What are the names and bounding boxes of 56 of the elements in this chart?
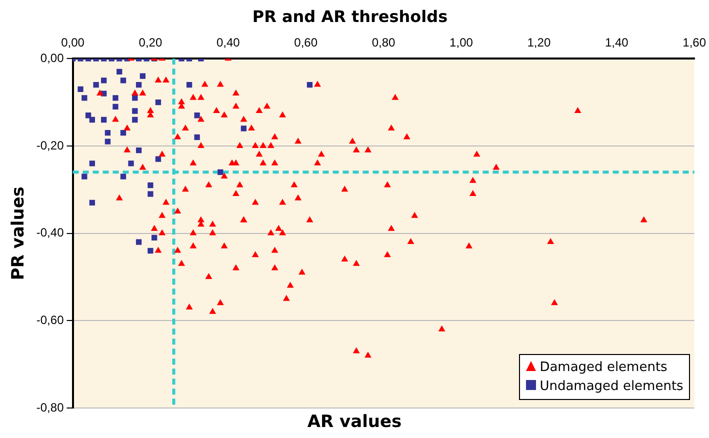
- y-axis-title: PR values: [8, 186, 29, 280]
- y-tick-label: -0,80: [36, 400, 64, 414]
- point: [132, 108, 138, 114]
- y-tick-label: -0,40: [36, 226, 64, 240]
- x-tick-label: 0,80: [372, 36, 396, 50]
- point: [136, 147, 142, 154]
- legend-label: Undamaged elements: [540, 379, 684, 394]
- point: [104, 130, 111, 136]
- point: [89, 116, 96, 123]
- point: [101, 78, 107, 84]
- x-tick-label: 0,20: [138, 36, 162, 50]
- y-tick-label: 0,00: [40, 50, 64, 65]
- point: [112, 95, 118, 101]
- point: [186, 82, 192, 88]
- x-tick-label: 1,00: [450, 36, 474, 50]
- x-tick-label: 1,40: [604, 36, 629, 50]
- point: [89, 160, 96, 166]
- point: [155, 156, 162, 162]
- point: [120, 78, 126, 84]
- point: [101, 116, 107, 123]
- point: [136, 239, 142, 245]
- x-tick-label: 1,60: [682, 36, 706, 50]
- point: [85, 112, 92, 118]
- x-tick-label: 0,00: [61, 36, 85, 50]
- point: [89, 200, 96, 206]
- point: [104, 138, 111, 144]
- chart-title: PR and AR thresholds: [252, 6, 448, 26]
- point: [112, 104, 118, 110]
- point: [120, 130, 126, 136]
- point: [148, 248, 154, 254]
- point: [148, 182, 154, 188]
- point: [306, 82, 313, 88]
- point: [116, 68, 122, 75]
- x-tick-label: 0,60: [294, 36, 318, 50]
- y-tick-label: -0,60: [36, 312, 64, 327]
- point: [148, 191, 154, 197]
- x-tick-label: 0,40: [216, 36, 240, 50]
- x-axis-title: AR values: [307, 412, 402, 432]
- legend-label: Damaged elements: [540, 360, 668, 375]
- x-tick-label: 1,20: [527, 36, 551, 50]
- point: [93, 82, 99, 88]
- point: [82, 95, 88, 101]
- point: [218, 169, 224, 175]
- point: [155, 99, 162, 106]
- point: [132, 116, 138, 123]
- point: [194, 112, 200, 118]
- point: [82, 174, 88, 180]
- point: [194, 134, 200, 140]
- point: [78, 86, 84, 92]
- y-tick-label: -0,20: [36, 138, 64, 152]
- point: [140, 73, 146, 79]
- point: [152, 234, 158, 240]
- point: [136, 82, 142, 88]
- point: [240, 126, 247, 132]
- point: [128, 160, 134, 166]
- point: [120, 174, 126, 180]
